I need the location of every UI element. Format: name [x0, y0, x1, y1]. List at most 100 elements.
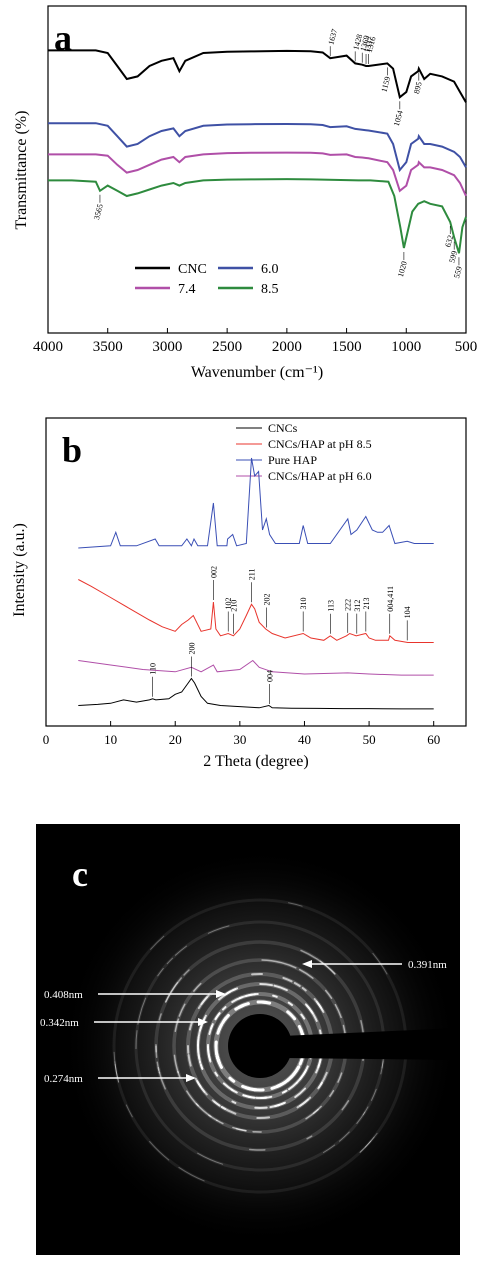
saed-ring-arc	[220, 1106, 227, 1110]
saed-pattern: c 0.408nm 0.342nm 0.274nm 0.391nm	[36, 824, 460, 1255]
xrd-peak-label-222: 222	[344, 599, 353, 611]
ftir-annotation-1428: 1428	[351, 33, 364, 51]
saed-ring-arc	[313, 998, 325, 1014]
saed-ring-arc	[337, 1072, 343, 1083]
xrd-peak-label-312: 312	[353, 600, 362, 612]
ftir-annotation-1054: 1054	[392, 109, 405, 127]
xrd-peak-label-104: 104	[403, 606, 412, 618]
legend-label-8-5: 8.5	[261, 282, 279, 297]
saed-ring-arc	[231, 1100, 237, 1104]
saed-ring-arc	[338, 1131, 350, 1142]
legend-label-7-4: 7.4	[178, 282, 196, 297]
saed-ring-arc	[300, 1013, 306, 1020]
saed-ring-arc	[187, 1054, 192, 1067]
panel-letter-b: b	[62, 430, 82, 470]
ftir-x-tick-label-3500: 3500	[93, 339, 123, 355]
saed-ring-arc	[158, 1071, 166, 1090]
legend-label-ph85: CNCs/HAP at pH 8.5	[268, 437, 372, 451]
saed-ring-arc	[231, 987, 239, 992]
saed-ring-arc	[294, 1087, 307, 1099]
saed-ring-arc	[280, 961, 297, 969]
saed-ring-arc	[298, 968, 314, 979]
saed-ring-arc	[213, 1100, 221, 1107]
saed-ring-arc	[364, 1132, 378, 1148]
ftir-annotation-559: 559	[452, 265, 464, 279]
saed-beam-stop	[228, 1014, 292, 1078]
d-spacing-0391: 0.391nm	[408, 959, 447, 971]
xrd-line-cncs	[78, 677, 434, 710]
xrd-peak-label-210: 210	[229, 600, 238, 612]
ftir-annotation-895: 895	[412, 81, 424, 95]
panel-letter-c: c	[72, 854, 88, 894]
saed-ring-arc	[135, 1030, 138, 1050]
saed-ring-arc	[177, 1070, 181, 1078]
panel-letter-a: a	[54, 18, 72, 58]
d-spacing-0408: 0.408nm	[44, 989, 83, 1001]
saed-ring-arc	[317, 1082, 323, 1090]
saed-ring-arc	[178, 1166, 205, 1182]
ftir-x-tick-label-500: 500	[455, 339, 478, 355]
saed-ring-arc	[215, 1052, 220, 1061]
ftir-annotation-1159: 1159	[379, 76, 392, 93]
xrd-x-tick-label-30: 30	[233, 732, 246, 747]
xrd-series	[78, 457, 434, 710]
saed-ring-arc	[304, 1003, 314, 1015]
saed-ring-arc	[257, 1000, 268, 1004]
saed-annotations: 0.408nm 0.342nm 0.274nm 0.391nm	[40, 959, 447, 1085]
saed-ring-arc	[225, 990, 232, 995]
saed-ring-arc	[234, 1006, 240, 1011]
ftir-annotation-1020: 1020	[396, 260, 409, 278]
legend-label-pure-hap: Pure HAP	[268, 453, 317, 467]
d-spacing-0342: 0.342nm	[40, 1017, 79, 1029]
saed-ring-arc	[170, 977, 183, 994]
saed-ring-arc	[247, 1095, 256, 1099]
saed-ring-arc	[274, 1101, 286, 1108]
legend-label-ph60: CNCs/HAP at pH 6.0	[268, 469, 372, 483]
saed-ring-arc	[222, 1082, 234, 1092]
arrowhead-0274	[186, 1074, 196, 1082]
saed-ring-arc	[341, 1100, 350, 1111]
saed-ring-arc	[259, 983, 273, 987]
arrowhead-0342	[198, 1018, 208, 1026]
legend-label-6-0: 6.0	[261, 262, 279, 277]
saed-ring-arc	[216, 1027, 222, 1035]
ftir-x-ticks: 4000 3500 3000 2500 2000 1500 1000 500	[33, 328, 477, 355]
xrd-peak-label-102: 102	[224, 598, 233, 610]
xrd-peak-label-004-411: 004,411	[386, 586, 395, 612]
ftir-annotation-1337: 1337	[362, 36, 375, 54]
saed-ring-arc	[196, 1080, 208, 1096]
saed-ring-arc	[158, 1013, 162, 1021]
saed-ring-arc	[114, 1061, 120, 1083]
ftir-plot-frame	[47, 5, 467, 334]
ftir-x-tick-label-2500: 2500	[212, 339, 242, 355]
saed-ring-arc	[359, 1136, 375, 1153]
saed-ring-arc	[329, 1089, 335, 1097]
saed-ring-arc	[195, 1103, 212, 1118]
saed-ring-arc	[149, 1141, 170, 1161]
ftir-line-6-0	[48, 122, 467, 173]
ftir-line-cnc	[48, 49, 467, 103]
d-spacing-0274: 0.274nm	[44, 1073, 83, 1085]
saed-ring-arc	[298, 1057, 304, 1066]
ftir-x-tick-label-1000: 1000	[391, 339, 421, 355]
saed-ring-arc	[174, 1018, 180, 1033]
ftir-legend: CNC 6.0 7.4 8.5	[135, 262, 279, 297]
saed-ring-arc	[156, 1061, 160, 1071]
saed-ring-arc	[362, 1106, 369, 1116]
saed-ring-arc	[197, 1152, 224, 1165]
saed-ring-arc	[178, 1003, 186, 1017]
saed-ring-arc	[249, 1148, 266, 1151]
xrd-x-axis-label: 2 Theta (degree)	[203, 753, 308, 770]
xrd-x-tick-label-50: 50	[363, 732, 376, 747]
xrd-y-axis-label: Intensity (a.u.)	[11, 523, 28, 617]
saed-ring-arc	[287, 1001, 293, 1006]
saed-ring-arc	[380, 1060, 384, 1075]
legend-label-cnc: CNC	[178, 262, 207, 277]
saed-ring-arc	[231, 996, 243, 1003]
saed-ring-arc	[324, 989, 333, 999]
saed-ring-arc	[197, 994, 210, 1010]
xrd-peak-label-110: 110	[149, 663, 158, 675]
ftir-annotation-1637: 1637	[326, 28, 339, 46]
saed-ring-arc	[155, 1045, 158, 1058]
